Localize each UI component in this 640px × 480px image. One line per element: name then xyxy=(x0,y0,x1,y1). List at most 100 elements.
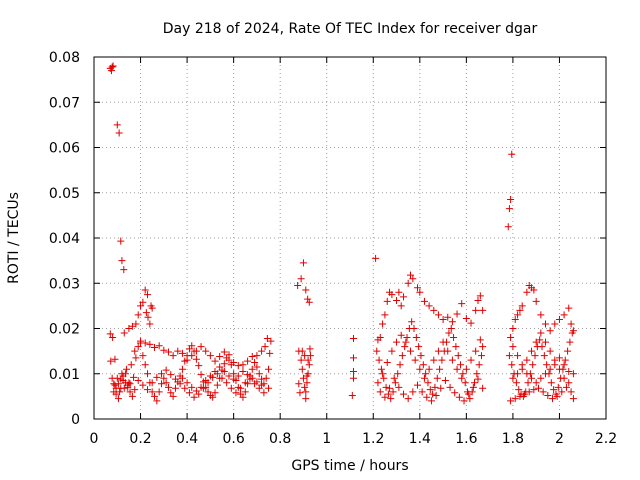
data-point xyxy=(306,345,314,353)
data-point xyxy=(144,386,152,394)
data-point xyxy=(115,129,123,137)
data-point xyxy=(304,356,312,364)
data-point xyxy=(539,388,547,396)
data-point xyxy=(128,392,136,400)
data-point xyxy=(427,397,435,405)
data-point xyxy=(472,306,480,314)
data-point xyxy=(202,377,210,385)
x-tick-label: 0.2 xyxy=(129,431,151,447)
data-point xyxy=(439,338,447,346)
data-point xyxy=(532,379,540,387)
data-point xyxy=(375,356,383,364)
data-point xyxy=(507,196,515,204)
data-point xyxy=(394,370,402,378)
data-point xyxy=(514,311,522,319)
data-point xyxy=(380,374,388,382)
data-point xyxy=(541,370,549,378)
data-point xyxy=(237,384,245,392)
data-point xyxy=(543,361,551,369)
y-tick-label: 0.06 xyxy=(49,141,80,157)
data-point xyxy=(220,348,228,356)
data-points xyxy=(106,62,577,405)
data-point xyxy=(409,388,417,396)
data-point xyxy=(164,348,172,356)
data-point xyxy=(119,372,127,380)
data-point xyxy=(452,343,460,351)
data-point xyxy=(376,388,384,396)
data-point xyxy=(420,374,428,382)
data-point xyxy=(567,388,575,396)
data-point xyxy=(192,347,200,355)
data-point xyxy=(295,380,303,388)
data-point xyxy=(239,367,247,375)
data-point xyxy=(426,386,434,394)
data-point xyxy=(472,347,480,355)
data-point xyxy=(407,271,415,279)
y-tick-label: 0.01 xyxy=(49,367,80,383)
data-point xyxy=(445,329,453,337)
data-point xyxy=(239,361,247,369)
data-point xyxy=(121,379,129,387)
data-point xyxy=(476,336,484,344)
data-point xyxy=(120,266,128,274)
data-point xyxy=(439,315,447,323)
data-point xyxy=(225,356,233,364)
x-tick-label: 0.6 xyxy=(223,431,245,447)
data-point xyxy=(131,386,139,394)
data-point xyxy=(167,389,175,397)
x-tick-label: 0.8 xyxy=(269,431,291,447)
data-point xyxy=(569,370,577,378)
data-point xyxy=(148,388,156,396)
data-point xyxy=(348,391,356,399)
data-point xyxy=(106,330,114,338)
data-point xyxy=(401,343,409,351)
data-point xyxy=(567,320,575,328)
data-point xyxy=(429,390,437,398)
data-point xyxy=(384,390,392,398)
data-point xyxy=(248,365,256,373)
data-point xyxy=(297,275,305,283)
data-point xyxy=(211,357,219,365)
data-point xyxy=(413,381,421,389)
data-point xyxy=(178,374,186,382)
data-point xyxy=(458,300,466,308)
x-tick-label: 2 xyxy=(555,431,564,447)
data-point xyxy=(171,384,179,392)
data-point xyxy=(407,347,415,355)
data-point xyxy=(302,286,310,294)
data-point xyxy=(265,384,273,392)
data-point xyxy=(127,361,135,369)
data-point xyxy=(396,361,404,369)
data-point xyxy=(113,374,121,382)
data-point xyxy=(383,358,391,366)
x-tick-label: 2.2 xyxy=(595,431,617,447)
data-point xyxy=(227,384,235,392)
data-point xyxy=(298,347,306,355)
data-point xyxy=(181,384,189,392)
data-point xyxy=(404,395,412,403)
data-point xyxy=(131,347,139,355)
data-point xyxy=(209,393,217,401)
data-point xyxy=(566,338,574,346)
data-point xyxy=(132,320,140,328)
data-point xyxy=(387,395,395,403)
data-point xyxy=(425,365,433,373)
data-point xyxy=(523,370,531,378)
data-point xyxy=(441,377,449,385)
data-point xyxy=(448,318,456,326)
data-point xyxy=(548,395,556,403)
data-point xyxy=(511,315,519,323)
data-point xyxy=(301,383,309,391)
data-point xyxy=(305,298,313,306)
data-point xyxy=(430,306,438,314)
data-point xyxy=(521,390,529,398)
data-point xyxy=(541,338,549,346)
data-point xyxy=(479,306,487,314)
data-point xyxy=(479,384,487,392)
data-point xyxy=(248,353,256,361)
data-point xyxy=(535,384,543,392)
y-tick-label: 0.07 xyxy=(49,95,80,111)
data-point xyxy=(512,379,520,387)
data-point xyxy=(185,389,193,397)
data-point xyxy=(416,288,424,296)
